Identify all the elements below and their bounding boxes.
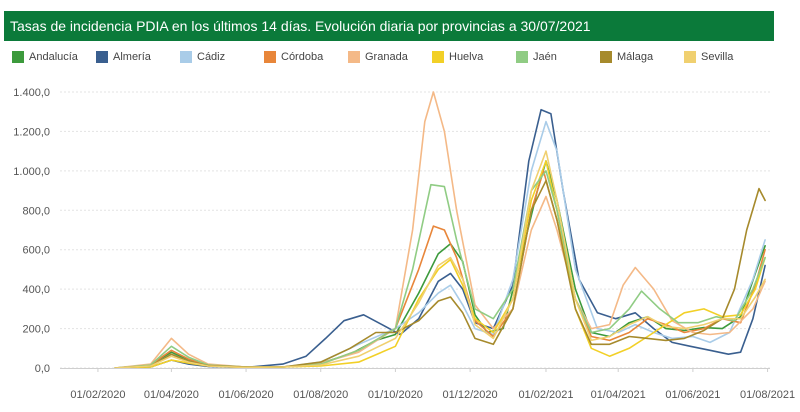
legend-swatch-2 xyxy=(180,51,192,63)
y-tick-label-7: 1.400,0 xyxy=(13,87,50,99)
y-tick-label-3: 600,0 xyxy=(22,245,50,257)
legend-swatch-5 xyxy=(432,51,444,63)
legend-item-5[interactable]: Huelva xyxy=(432,48,483,66)
legend-swatch-6 xyxy=(516,51,528,63)
legend-label-7: Málaga xyxy=(617,51,654,63)
legend-label-3: Córdoba xyxy=(281,51,324,63)
legend-item-3[interactable]: Córdoba xyxy=(264,48,323,66)
x-tick-label-2: 01/06/2020 xyxy=(219,389,274,401)
legend-swatch-4 xyxy=(348,51,360,63)
legend-label-8: Sevilla xyxy=(701,51,734,63)
x-tick-label-8: 01/06/2021 xyxy=(665,389,720,401)
y-tick-label-4: 800,0 xyxy=(22,205,50,217)
series-line-7[interactable] xyxy=(114,179,766,369)
chart-legend: Andalucía Almería Cádiz Córdoba Granada Huelv… xyxy=(12,48,782,66)
legend-item-7[interactable]: Málaga xyxy=(600,48,653,66)
legend-label-0: Andalucía xyxy=(29,51,78,63)
x-tick-label-4: 01/10/2020 xyxy=(368,389,423,401)
y-tick-label-5: 1.000,0 xyxy=(13,166,50,178)
series-line-2[interactable] xyxy=(114,120,766,369)
y-tick-label-2: 400,0 xyxy=(22,284,50,296)
y-tick-label-1: 200,0 xyxy=(22,324,50,336)
x-tick-label-0: 01/02/2020 xyxy=(70,389,125,401)
legend-label-4: Granada xyxy=(365,51,408,63)
x-tick-label-6: 01/02/2021 xyxy=(518,389,573,401)
legend-item-8[interactable]: Sevilla xyxy=(684,48,733,66)
chart-title: Tasas de incidencia PDIA en los últimos … xyxy=(4,11,774,41)
legend-swatch-3 xyxy=(264,51,276,63)
legend-item-4[interactable]: Granada xyxy=(348,48,408,66)
x-tick-label-7: 01/04/2021 xyxy=(591,389,646,401)
y-tick-label-0: 0,0 xyxy=(35,363,50,375)
x-tick-label-1: 01/04/2020 xyxy=(144,389,199,401)
legend-item-0[interactable]: Andalucía xyxy=(12,48,78,66)
legend-item-2[interactable]: Cádiz xyxy=(180,48,225,66)
x-tick-label-9: 01/08/2021 xyxy=(740,389,795,401)
legend-swatch-7 xyxy=(600,51,612,63)
legend-label-1: Almería xyxy=(113,51,151,63)
legend-swatch-8 xyxy=(684,51,696,63)
legend-label-5: Huelva xyxy=(449,51,484,63)
y-tick-label-6: 1.200,0 xyxy=(13,126,50,138)
legend-swatch-1 xyxy=(96,51,108,63)
x-tick-label-3: 01/08/2020 xyxy=(293,389,348,401)
legend-item-1[interactable]: Almería xyxy=(96,48,151,66)
x-tick-label-5: 01/12/2020 xyxy=(443,389,498,401)
series-line-8[interactable] xyxy=(114,150,766,369)
legend-swatch-0 xyxy=(12,51,24,63)
legend-label-6: Jaén xyxy=(533,51,557,63)
legend-label-2: Cádiz xyxy=(197,51,226,63)
legend-item-6[interactable]: Jaén xyxy=(516,48,557,66)
